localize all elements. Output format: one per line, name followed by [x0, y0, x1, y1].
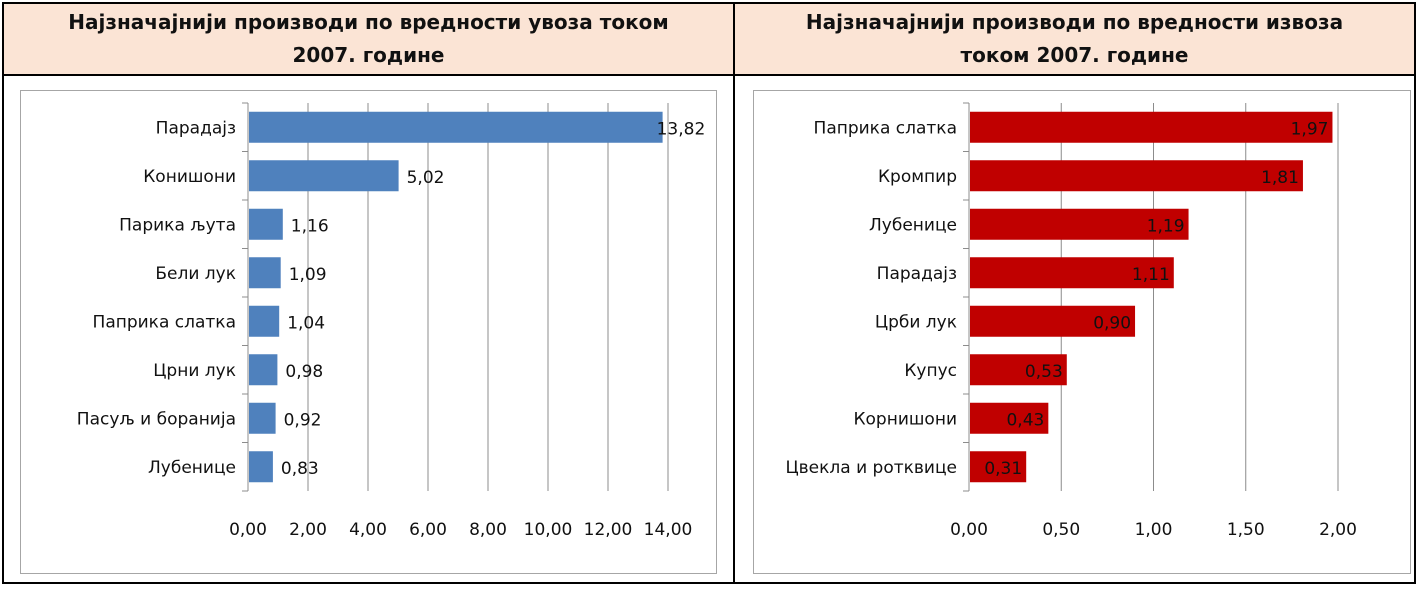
data-label: 1,04 [287, 313, 325, 333]
category-label: Корнишони [853, 409, 957, 429]
data-label: 1,16 [291, 216, 329, 236]
data-label: 0,53 [1025, 362, 1063, 382]
category-label: Цвекла и ротквице [785, 458, 957, 478]
import-header-line-2: 2007. године [292, 43, 445, 67]
import-chart-area: 0,00 2,00 4,00 6,00 8,00 10,00 12,00 14,00 Парад… [20, 90, 717, 574]
category-label: Парадајз [877, 264, 957, 284]
bar [970, 451, 1027, 483]
bar [249, 257, 281, 289]
bar [970, 160, 1303, 192]
bar [249, 111, 663, 143]
x-tick-label: 0,50 [1042, 520, 1080, 540]
bar [249, 451, 273, 483]
x-tick-label: 0,00 [229, 520, 267, 540]
category-label: Парика љута [119, 215, 236, 235]
data-label: 0,90 [1093, 313, 1131, 333]
export-header-line-2: током 2007. године [960, 43, 1189, 67]
x-tick-label: 10,00 [524, 520, 573, 540]
x-tick-label: 12,00 [584, 520, 633, 540]
category-label: Паприка слатка [93, 312, 236, 332]
x-tick-label: 1,50 [1227, 520, 1265, 540]
x-tick-label: 2,00 [1319, 520, 1357, 540]
x-tick-label: 0,00 [950, 520, 988, 540]
bar [249, 402, 276, 434]
category-label: Парадајз [156, 118, 236, 138]
bar [970, 402, 1049, 434]
x-tick-label: 14,00 [644, 520, 693, 540]
bar [970, 257, 1174, 289]
x-tick-label: 8,00 [469, 520, 507, 540]
category-label: Кромпир [878, 167, 957, 187]
category-label: Лубенице [148, 458, 236, 478]
export-header-line-1: Најзначајнији производи по вредности изв… [805, 10, 1344, 34]
data-label: 13,82 [657, 119, 706, 139]
category-label: Лубенице [869, 215, 957, 235]
category-label: Бели лук [155, 264, 236, 284]
category-label: Купус [904, 361, 957, 381]
x-tick-label: 4,00 [349, 520, 387, 540]
category-label: Паприка слатка [814, 118, 957, 138]
data-label: 0,92 [284, 410, 322, 430]
x-tick-label: 1,00 [1135, 520, 1173, 540]
x-tick-label: 6,00 [409, 520, 447, 540]
data-label: 0,98 [285, 362, 323, 382]
export-bar-chart: 0,00 0,50 1,00 1,50 2,00 Паприка слатка 1,97 Кр… [785, 102, 1357, 540]
category-label: Пасуљ и боранија [77, 409, 236, 429]
x-tick-label: 2,00 [289, 520, 327, 540]
data-label: 1,11 [1132, 265, 1170, 285]
bar [249, 354, 278, 386]
import-panel: Најзначајнији производи по вредности уво… [4, 4, 735, 582]
data-label: 0,83 [281, 459, 319, 479]
bar [970, 354, 1067, 386]
export-chart-header: Најзначајнији производи по вредности изв… [735, 4, 1414, 76]
import-bar-chart: 0,00 2,00 4,00 6,00 8,00 10,00 12,00 14,00 Парад… [77, 102, 706, 540]
data-label: 1,19 [1147, 216, 1185, 236]
export-panel: Најзначајнији производи по вредности изв… [735, 4, 1414, 582]
data-label: 0,43 [1006, 410, 1044, 430]
bar [249, 305, 280, 337]
export-chart-area: 0,00 0,50 1,00 1,50 2,00 Паприка слатка 1,97 Кр… [753, 90, 1411, 574]
category-label: Конишони [143, 167, 236, 187]
bar [970, 305, 1136, 337]
bar [249, 160, 399, 192]
bar [970, 208, 1189, 240]
category-label: Црни лук [153, 361, 236, 381]
import-chart-header: Најзначајнији производи по вредности уво… [4, 4, 733, 76]
data-label: 1,97 [1291, 119, 1329, 139]
data-label: 5,02 [407, 168, 445, 188]
bar [249, 208, 283, 240]
import-header-line-1: Најзначајнији производи по вредности уво… [68, 10, 669, 34]
category-label: Црби лук [875, 312, 957, 332]
data-label: 1,09 [289, 265, 327, 285]
data-label: 1,81 [1261, 168, 1299, 188]
bar [970, 111, 1333, 143]
data-label: 0,31 [984, 459, 1022, 479]
